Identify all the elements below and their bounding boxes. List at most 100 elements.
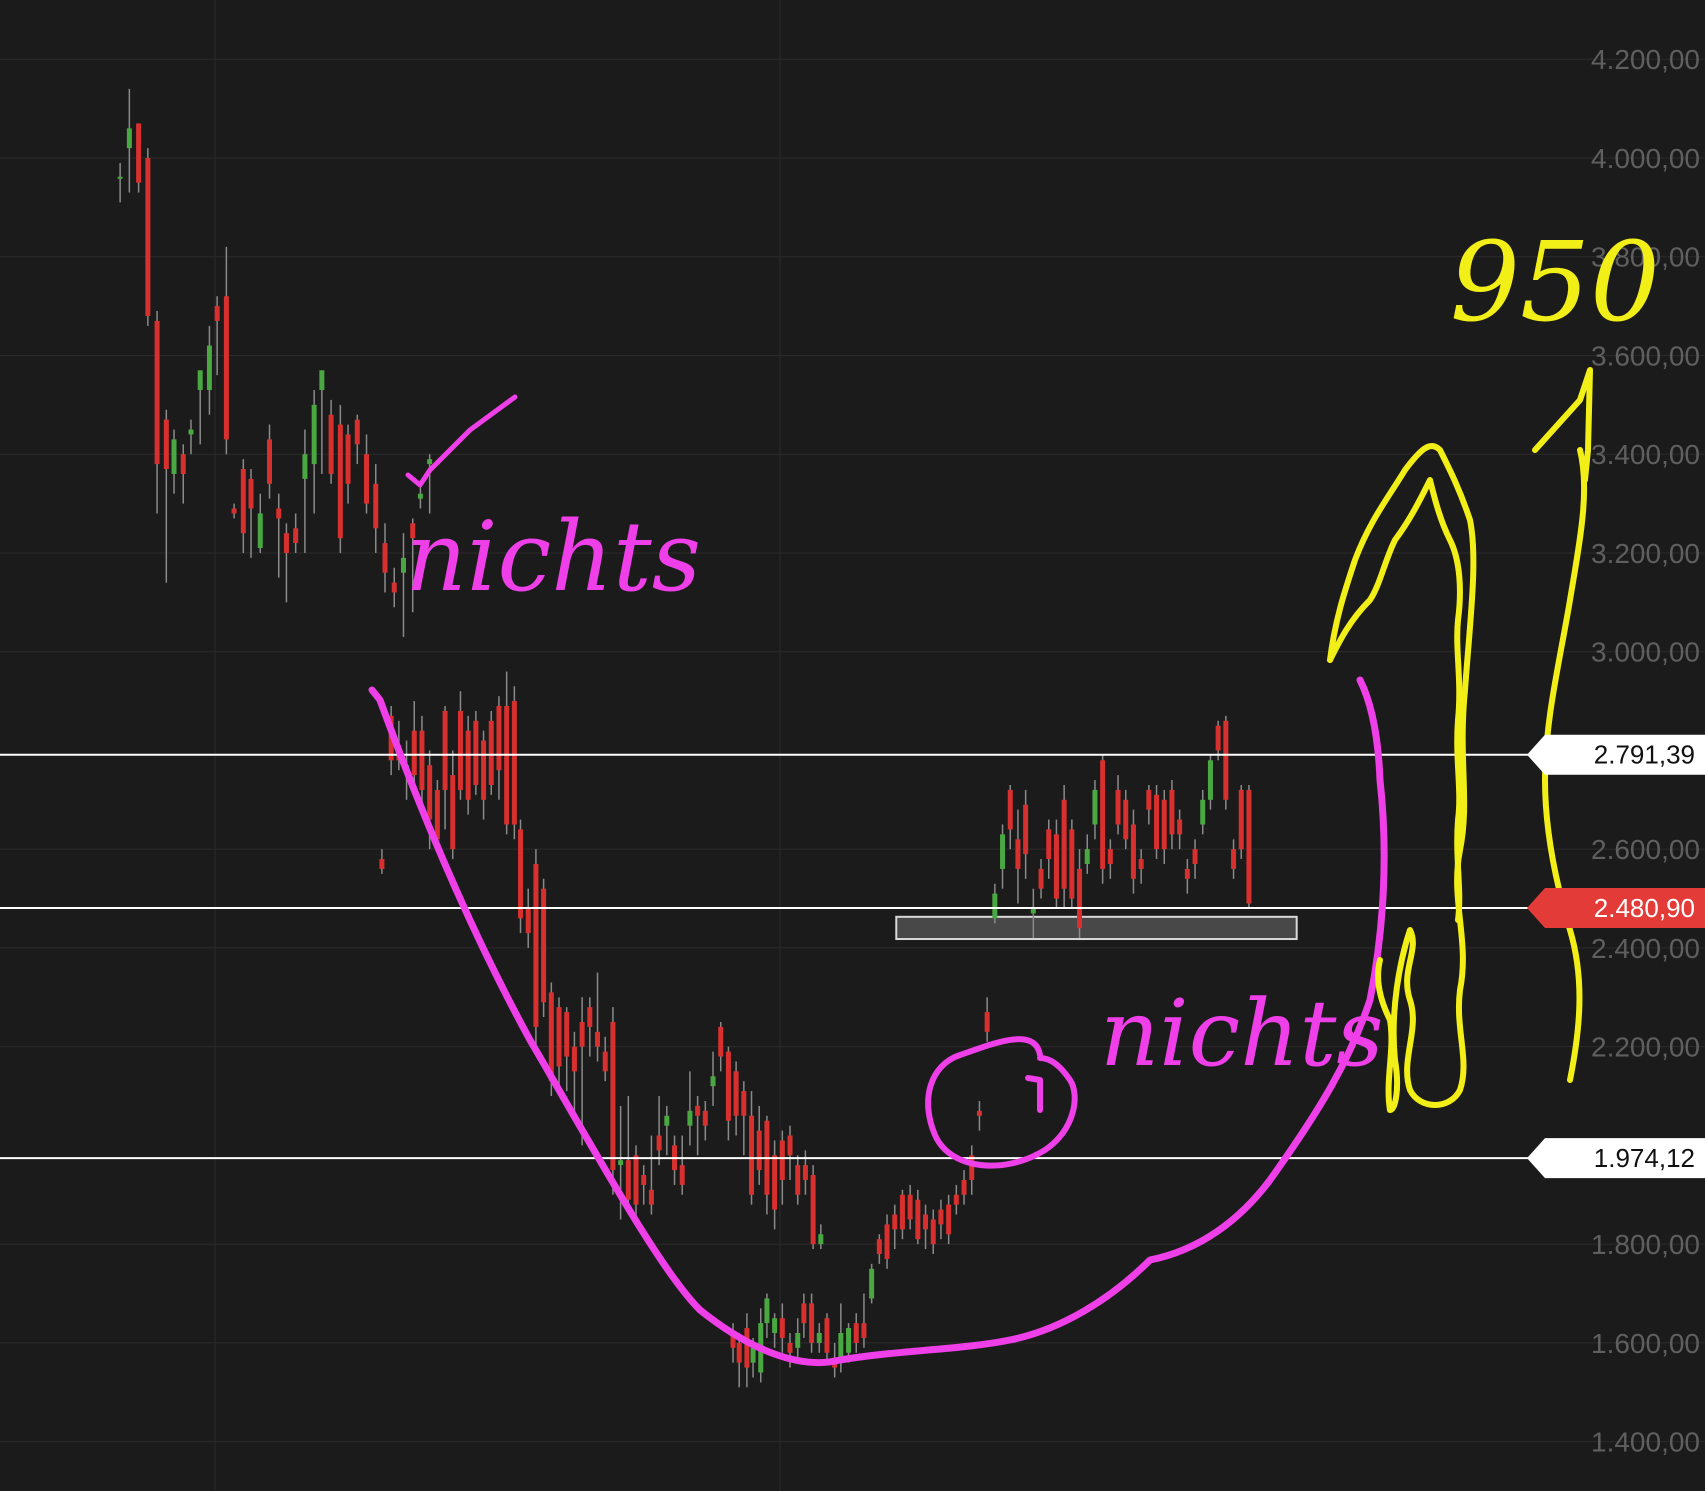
- candle: [427, 454, 433, 514]
- candle-body: [117, 176, 123, 179]
- candle-body: [1123, 799, 1129, 840]
- candle-body: [915, 1199, 921, 1240]
- candle-body: [787, 1342, 793, 1353]
- candle-body: [206, 345, 212, 391]
- candle-body: [923, 1214, 929, 1230]
- candle-body: [801, 1303, 807, 1324]
- candle: [379, 849, 385, 874]
- candle: [442, 706, 448, 830]
- candle-body: [809, 1303, 815, 1343]
- yellow-arrow-head: [1532, 367, 1593, 483]
- candle-body: [969, 1155, 975, 1180]
- candle-body: [772, 1155, 778, 1210]
- candle-body: [1200, 799, 1206, 825]
- candle: [1000, 824, 1006, 889]
- candle: [180, 444, 186, 504]
- candle: [969, 1145, 975, 1195]
- support-zone: [895, 915, 1298, 941]
- candle: [1046, 819, 1052, 879]
- candle: [809, 1293, 815, 1353]
- candle-body: [687, 1110, 693, 1126]
- candle-body: [961, 1179, 967, 1195]
- candle-body: [907, 1194, 913, 1220]
- candle-body: [382, 543, 388, 573]
- candle-body: [625, 1160, 631, 1200]
- candle-body: [136, 123, 142, 183]
- candle: [518, 819, 524, 934]
- candle-body: [442, 710, 448, 790]
- candle-body: [730, 1333, 736, 1348]
- price-badge: [1527, 734, 1705, 775]
- price-badge-label: 1.974,12: [1594, 1143, 1695, 1173]
- candle-body: [1238, 789, 1244, 850]
- candle-body: [240, 469, 246, 534]
- candle-body: [861, 1323, 867, 1338]
- candle: [976, 1100, 982, 1131]
- candle-body: [824, 1318, 830, 1353]
- candle-body: [145, 157, 151, 316]
- annotation-labels: nichts nichts 950: [405, 218, 1660, 1087]
- candle: [400, 533, 406, 637]
- candle: [1115, 775, 1121, 835]
- candle-body: [725, 1051, 731, 1121]
- candle: [1130, 809, 1136, 894]
- candle-body: [679, 1165, 685, 1185]
- candle: [450, 750, 456, 860]
- candle-body: [1000, 834, 1006, 869]
- candle: [801, 1293, 807, 1338]
- candle-body: [695, 1105, 701, 1116]
- candle: [610, 1007, 616, 1195]
- candle-body: [795, 1333, 801, 1348]
- candle: [345, 424, 351, 504]
- pink-circle: [925, 1036, 1078, 1169]
- candle: [824, 1313, 830, 1363]
- candle: [795, 1155, 801, 1205]
- candle: [126, 88, 132, 193]
- candle: [1100, 755, 1106, 884]
- candle-body: [764, 1298, 770, 1324]
- candle-body: [419, 730, 425, 790]
- candle: [564, 1007, 570, 1092]
- candle-body: [1100, 760, 1106, 869]
- candle: [810, 1165, 816, 1250]
- y-tick-label: 3.000,00: [1591, 637, 1700, 668]
- candle: [382, 523, 388, 593]
- candle-body: [302, 454, 308, 479]
- candle-body: [1030, 908, 1036, 914]
- candle-body: [180, 454, 186, 474]
- candle-body: [525, 908, 531, 934]
- candle: [892, 1204, 898, 1250]
- candle: [772, 1140, 778, 1230]
- candles: [117, 88, 1252, 1388]
- candle: [625, 1096, 631, 1215]
- y-tick-label: 2.400,00: [1591, 933, 1700, 964]
- candle: [214, 296, 220, 376]
- candle: [319, 370, 325, 474]
- pink-circle-mark: [1025, 1075, 1043, 1113]
- candle: [899, 1189, 905, 1240]
- candle-body: [214, 306, 220, 321]
- candle: [311, 390, 317, 514]
- candle: [961, 1170, 967, 1205]
- candle: [231, 503, 237, 519]
- candle: [1107, 839, 1113, 879]
- candle: [725, 1046, 731, 1141]
- candle-body: [892, 1214, 898, 1230]
- candle-body: [992, 893, 998, 919]
- candle-body: [163, 419, 169, 470]
- candle: [154, 311, 160, 514]
- candle: [525, 888, 531, 948]
- candle-body: [1161, 799, 1167, 850]
- candle-body: [257, 513, 263, 549]
- y-axis-ticks: 4.200,00 4.000,00 3.800,00 3.600,00 3.400,00…: [1591, 44, 1700, 1457]
- candle: [779, 1303, 785, 1353]
- candle: [276, 493, 282, 578]
- candle: [648, 1135, 654, 1215]
- candle: [354, 414, 360, 465]
- candle-body: [1192, 849, 1198, 864]
- price-badge-label: 2.791,39: [1594, 740, 1695, 770]
- candle: [223, 246, 229, 455]
- candle: [1015, 809, 1021, 904]
- candle-body: [595, 1031, 601, 1047]
- candle-body: [450, 775, 456, 850]
